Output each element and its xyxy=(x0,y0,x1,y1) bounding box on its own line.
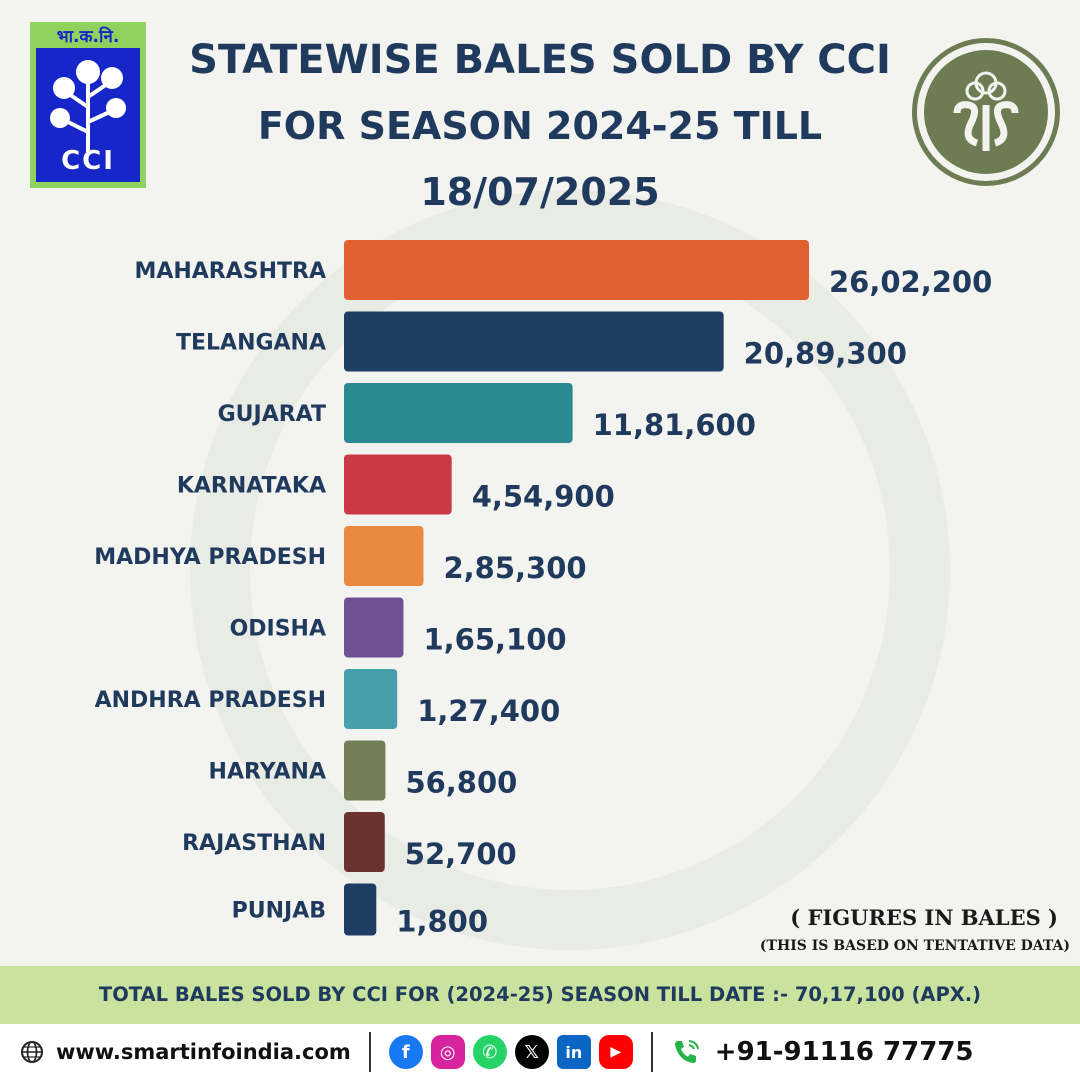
cci-logo-hindi: भा.क.नि. xyxy=(36,26,140,48)
bar-karnataka xyxy=(344,454,452,515)
bar-odisha xyxy=(344,597,404,658)
title-line-2: FOR SEASON 2024-25 TILL xyxy=(257,104,823,148)
value-label: 1,27,400 xyxy=(417,694,560,728)
title-line-1: STATEWISE BALES SOLD BY CCI xyxy=(189,37,891,83)
phone-number[interactable]: +91-91116 77775 xyxy=(714,1037,974,1067)
category-label: PUNJAB xyxy=(232,899,326,924)
category-label: ANDHRA PRADESH xyxy=(95,688,326,713)
title-line-3: 18/07/2025 xyxy=(420,170,660,214)
category-label: HARYANA xyxy=(209,760,326,785)
bar-telangana xyxy=(344,311,724,372)
value-label: 52,700 xyxy=(405,837,517,871)
cci-logo-text: CCI xyxy=(61,146,115,176)
category-label: RAJASTHAN xyxy=(182,831,326,856)
value-label: 1,800 xyxy=(396,905,488,939)
social-icons: f ◎ ✆ 𝕏 in ▶ xyxy=(388,1035,633,1069)
footer-divider xyxy=(368,1032,371,1072)
value-label: 4,54,900 xyxy=(472,480,615,514)
x-icon[interactable]: 𝕏 xyxy=(514,1035,549,1069)
whatsapp-icon[interactable]: ✆ xyxy=(472,1035,507,1069)
category-label: GUJARAT xyxy=(218,402,326,427)
footer-divider-2 xyxy=(650,1032,653,1072)
page-title: STATEWISE BALES SOLD BY CCI FOR SEASON 2… xyxy=(160,30,920,222)
category-label: KARNATAKA xyxy=(177,474,326,499)
bar-madhya-pradesh xyxy=(344,526,424,586)
sis-cotton-logo-icon xyxy=(912,38,1060,186)
category-label: MAHARASHTRA xyxy=(134,259,326,284)
figures-in-bales-note: ( FIGURES IN BALES ) xyxy=(790,905,1058,930)
category-label: TELANGANA xyxy=(176,331,326,356)
value-label: 11,81,600 xyxy=(593,408,756,442)
cotton-plant-icon xyxy=(50,60,126,152)
bar-gujarat xyxy=(344,383,573,443)
linkedin-icon[interactable]: in xyxy=(556,1035,591,1069)
bar-andhra-pradesh xyxy=(344,669,398,729)
bar-haryana xyxy=(344,740,386,801)
footer: www.smartinfoindia.com f ◎ ✆ 𝕏 in ▶ +91-… xyxy=(0,1024,1080,1080)
phone-icon xyxy=(674,1040,699,1063)
value-label: 2,85,300 xyxy=(443,551,586,585)
facebook-icon[interactable]: f xyxy=(388,1035,423,1069)
bar-chart: MAHARASHTRA 26,02,200 TELANGANA 20,89,300 GU… xyxy=(94,240,992,939)
website-link[interactable]: www.smartinfoindia.com xyxy=(56,1040,351,1064)
value-label: 20,89,300 xyxy=(744,337,907,371)
value-label: 26,02,200 xyxy=(829,265,992,299)
instagram-icon[interactable]: ◎ xyxy=(430,1035,465,1069)
value-label: 1,65,100 xyxy=(423,623,566,657)
cci-logo: भा.क.नि. CCI xyxy=(30,22,146,188)
category-label: ODISHA xyxy=(230,617,326,642)
bar-rajasthan xyxy=(344,812,385,872)
tentative-data-note: (THIS IS BASED ON TENTATIVE DATA) xyxy=(759,938,1070,954)
value-label: 56,800 xyxy=(405,766,517,800)
globe-icon xyxy=(21,1041,43,1063)
bar-punjab xyxy=(344,883,377,936)
bar-maharashtra xyxy=(344,240,809,300)
youtube-icon[interactable]: ▶ xyxy=(598,1035,633,1069)
total-banner: TOTAL BALES SOLD BY CCI FOR (2024-25) SE… xyxy=(0,966,1080,1024)
category-label: MADHYA PRADESH xyxy=(94,545,326,570)
